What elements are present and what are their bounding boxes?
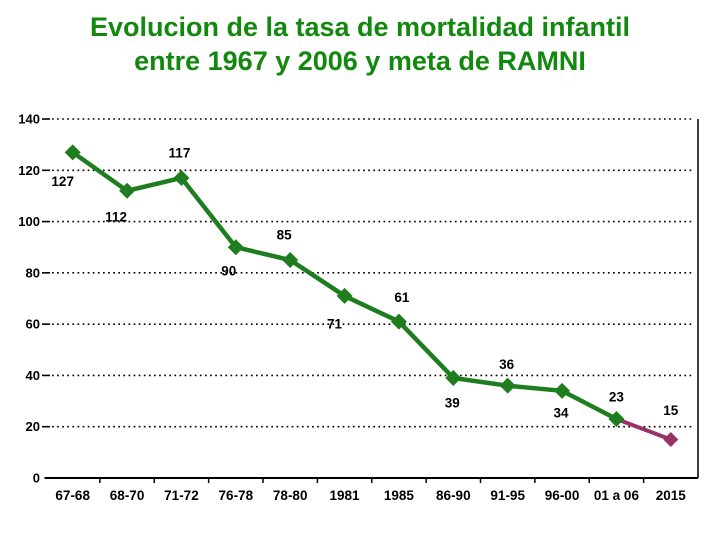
data-point-marker xyxy=(445,369,462,386)
x-axis-label: 1985 xyxy=(384,488,415,503)
x-axis-label: 01 a 06 xyxy=(594,488,640,503)
chart-title-line1: Evolucion de la tasa de mortalidad infan… xyxy=(89,12,631,42)
x-axis-label: 78-80 xyxy=(273,488,308,503)
data-point-marker xyxy=(119,182,136,199)
data-point-label: 85 xyxy=(277,228,293,243)
data-point-label: 127 xyxy=(51,174,74,189)
data-point-marker xyxy=(64,144,81,161)
data-point-label: 117 xyxy=(169,145,191,160)
data-point-label: 34 xyxy=(554,405,570,420)
y-axis-label: 100 xyxy=(18,214,40,229)
y-axis-label: 60 xyxy=(26,317,40,332)
y-axis-label: 80 xyxy=(26,265,40,280)
data-point-marker xyxy=(227,239,244,256)
data-point-label: 90 xyxy=(221,264,236,279)
x-axis-label: 96-00 xyxy=(545,488,580,503)
data-point-marker xyxy=(282,252,299,269)
series-line-meta-ramni xyxy=(615,417,672,442)
x-axis-label: 67-68 xyxy=(55,488,90,503)
x-axis-label: 1981 xyxy=(330,488,361,503)
x-axis-label: 91-95 xyxy=(490,488,525,503)
chart-title-line2: entre 1967 y 2006 y meta de RAMNI xyxy=(134,46,586,76)
y-axis-label: 120 xyxy=(18,163,40,178)
data-point-marker xyxy=(499,377,516,394)
chart-title: Evolucion de la tasa de mortalidad infan… xyxy=(0,10,720,78)
x-axis-label: 68-70 xyxy=(110,488,145,503)
y-axis-label: 20 xyxy=(26,419,40,434)
y-axis-label: 40 xyxy=(26,368,40,383)
y-axis-label: 140 xyxy=(18,112,40,127)
data-point-marker xyxy=(608,411,625,428)
data-point-label: 15 xyxy=(663,403,679,418)
x-axis-label: 86-90 xyxy=(436,488,471,503)
data-point-label: 112 xyxy=(105,209,127,224)
y-axis-label: 0 xyxy=(33,471,40,486)
x-axis-label: 71-72 xyxy=(164,488,199,503)
data-point-marker xyxy=(663,432,679,448)
data-point-label: 23 xyxy=(609,390,625,405)
x-axis-label: 2015 xyxy=(656,488,687,503)
series-line-observed xyxy=(70,150,619,422)
data-point-label: 39 xyxy=(445,395,460,410)
data-point-marker xyxy=(554,382,571,399)
data-point-label: 71 xyxy=(327,316,343,331)
x-axis-label: 76-78 xyxy=(219,488,254,503)
data-point-marker xyxy=(390,313,407,330)
data-point-marker xyxy=(173,169,190,186)
data-point-label: 36 xyxy=(499,357,515,372)
data-point-label: 61 xyxy=(394,290,410,305)
data-point-marker xyxy=(336,287,353,304)
